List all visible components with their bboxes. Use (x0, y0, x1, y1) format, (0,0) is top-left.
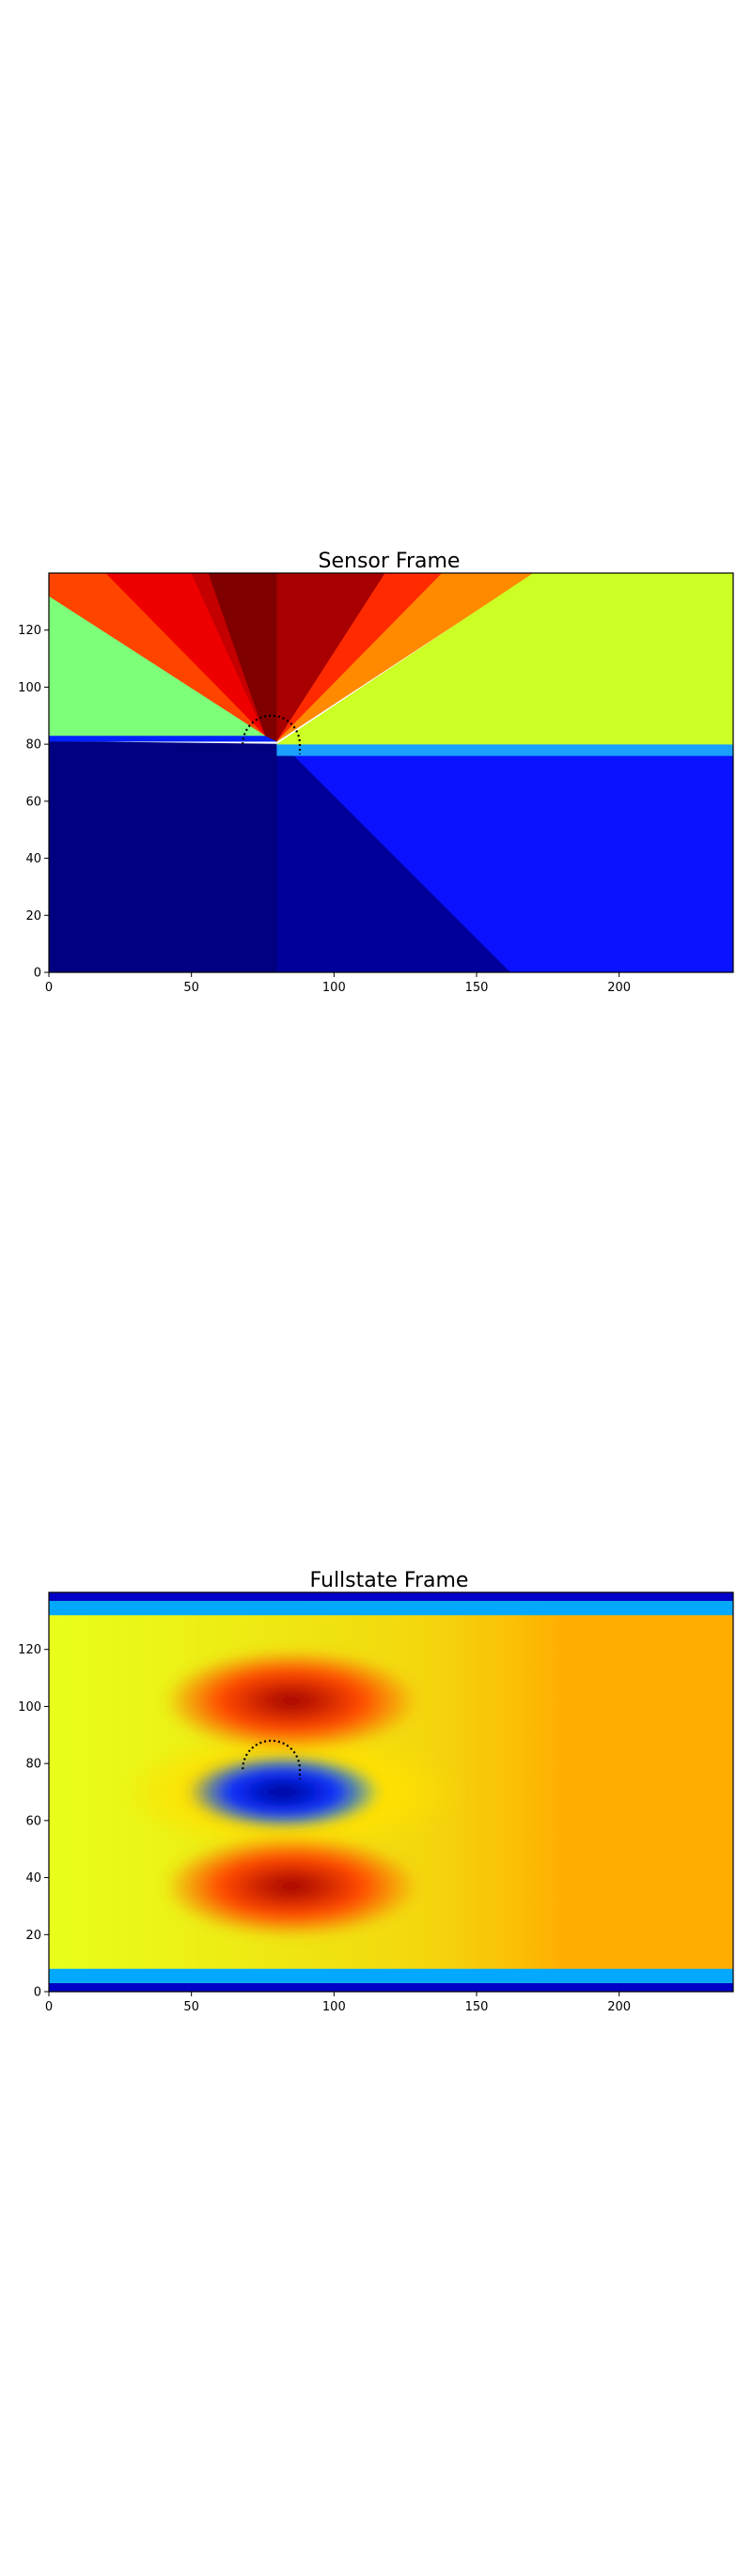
fullstate-frame-x-tick-label: 100 (322, 2000, 346, 2014)
sensor-frame-y-tick-label: 40 (25, 852, 41, 866)
sensor-frame-region-upper-orange-right (276, 573, 535, 742)
sensor-frame-region-lower-left (49, 740, 278, 972)
fullstate-frame-y-tick-label: 80 (25, 1758, 41, 1772)
fullstate-frame-y-tick-label: 120 (18, 1643, 41, 1657)
sensor-frame-y-tick-label: 120 (18, 624, 41, 638)
sensor-frame-y-axis: 0 20 40 60 80 100 120 (18, 624, 49, 981)
fullstate-frame-cylinder-outline (242, 1739, 302, 1779)
fullstate-frame-y-tick-label: 20 (25, 1929, 41, 1943)
fullstate-frame-y-tick-label: 0 (34, 1986, 41, 2000)
fullstate-frame-x-tick-label: 150 (465, 2000, 489, 2014)
sensor-frame-y-tick-label: 20 (25, 909, 41, 923)
sensor-frame-x-tick-label: 200 (607, 981, 631, 995)
fullstate-frame-cylinder-arc (242, 1739, 302, 1779)
fullstate-frame-x-tick-label: 200 (607, 2000, 631, 2014)
fullstate-frame-wall-band (49, 1601, 733, 1616)
fullstate-frame-y-tick-label: 100 (18, 1700, 41, 1715)
sensor-frame-x-tick-label: 0 (45, 981, 53, 995)
fullstate-frame-lower-lobe (163, 1835, 420, 1938)
fullstate-frame-y-tick-label: 40 (25, 1871, 41, 1885)
fullstate-frame-x-tick-label: 0 (45, 2000, 53, 2014)
sensor-frame-region-upper-right-yellow (275, 573, 733, 745)
sensor-frame-y-tick-label: 100 (18, 681, 41, 695)
sensor-frame-title: Sensor Frame (319, 550, 461, 573)
sensor-frame-plot-area (49, 573, 733, 972)
sensor-frame-panel: Sensor Frame 0 50 100 150 200 0 20 40 60 80 100 12… (18, 550, 734, 995)
sensor-frame-y-tick-label: 60 (25, 795, 41, 809)
sensor-frame-x-tick-label: 150 (465, 981, 489, 995)
fullstate-frame-wake-core (185, 1755, 380, 1829)
fullstate-frame-axes-frame (48, 1591, 734, 1993)
sensor-frame-region-lower-right (288, 749, 733, 972)
sensor-frame-region-band-right (276, 743, 733, 756)
sensor-frame-y-tick-label: 0 (34, 967, 41, 981)
sensor-frame-axes-frame (48, 572, 734, 973)
sensor-frame-region-upper-left-orange (49, 573, 266, 737)
fullstate-frame-wall-band (49, 1592, 733, 1602)
fullstate-frame-wall-band (49, 1968, 733, 1983)
sensor-frame-x-tick-label: 100 (322, 981, 346, 995)
fullstate-frame-y-tick-label: 60 (25, 1814, 41, 1828)
fullstate-frame-x-axis: 0 50 100 150 200 (45, 1992, 631, 2014)
fullstate-frame-title: Fullstate Frame (310, 1569, 469, 1592)
sensor-frame-y-tick-label: 80 (25, 738, 41, 753)
fullstate-frame-upper-lobe (163, 1649, 420, 1753)
fullstate-frame-wall-band (49, 1982, 733, 1992)
sensor-frame-x-axis: 0 50 100 150 200 (45, 972, 631, 995)
fullstate-frame-y-axis: 0 20 40 60 80 100 120 (18, 1643, 49, 2000)
fullstate-frame-x-tick-label: 50 (183, 2000, 199, 2014)
sensor-frame-x-tick-label: 50 (183, 981, 199, 995)
fullstate-frame-panel: Fullstate Frame 0 50 100 150 200 0 20 40 60 80 10… (18, 1569, 734, 2014)
sensor-frame-cylinder-outline (242, 714, 302, 754)
sensor-frame-cylinder-arc (242, 714, 302, 754)
fullstate-frame-plot-area (49, 1592, 733, 1992)
